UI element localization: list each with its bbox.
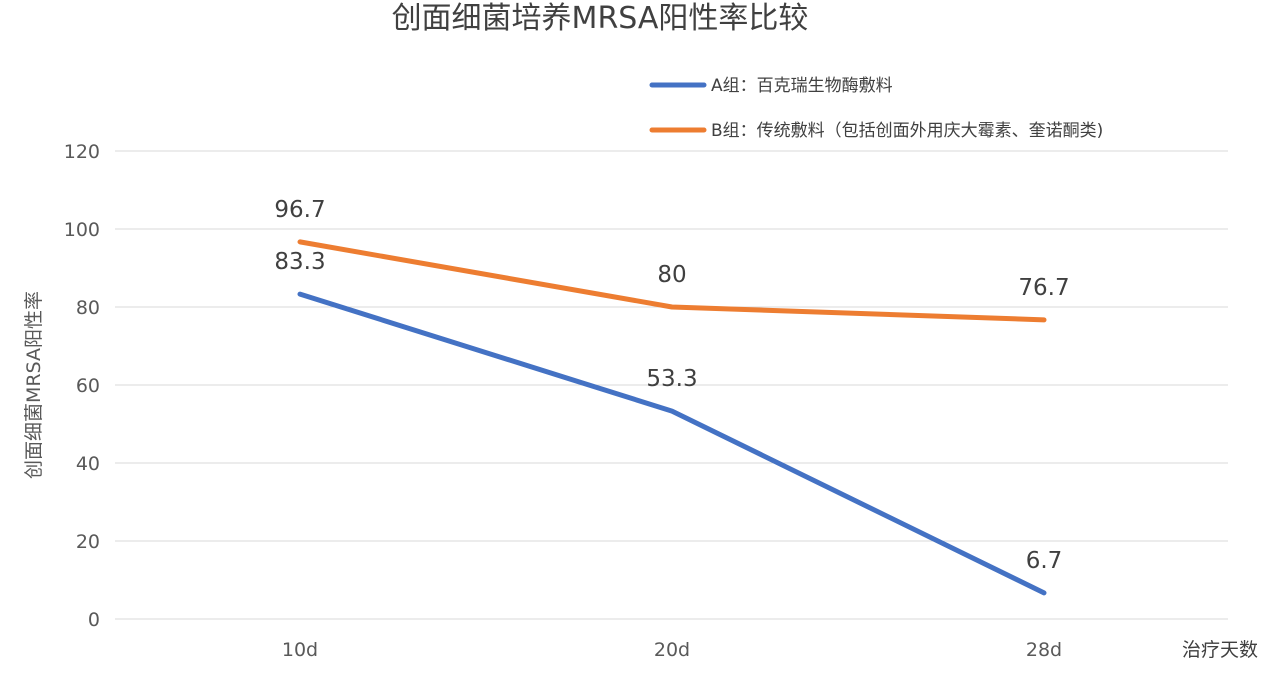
x-axis-ticks: 10d 20d 28d [282,639,1062,661]
data-label-b-10d: 96.7 [274,197,325,223]
data-label-a-10d: 83.3 [274,249,325,275]
data-labels: 83.3 53.3 6.7 96.7 80 76.7 [274,197,1069,574]
y-tick-label-120: 120 [64,141,100,163]
x-tick-label-28d: 28d [1026,639,1062,661]
legend-label-a: A组：百克瑞生物酶敷料 [711,76,893,96]
series-line-a [297,291,1047,596]
y-tick-label-80: 80 [76,297,100,319]
y-tick-label-60: 60 [76,375,100,397]
y-axis-label: 创面细菌MRSA阳性率 [23,291,45,479]
legend-item-b: B组：传统敷料（包括创面外用庆大霉素、奎诺酮类) [649,121,1103,141]
x-axis-title: 治疗天数 [1182,639,1258,661]
data-label-a-20d: 53.3 [646,366,697,392]
y-tick-label-100: 100 [64,219,100,241]
x-tick-label-10d: 10d [282,639,318,661]
y-tick-label-40: 40 [76,453,100,475]
y-tick-label-0: 0 [88,609,100,631]
data-label-b-20d: 80 [657,262,686,288]
legend-label-b: B组：传统敷料（包括创面外用庆大霉素、奎诺酮类) [711,121,1103,141]
data-label-b-28d: 76.7 [1018,275,1069,301]
series-lines [297,239,1047,596]
y-tick-label-20: 20 [76,531,100,553]
y-axis-ticks: 0 20 40 60 80 100 120 [64,141,100,631]
gridlines [115,150,1228,620]
legend: A组：百克瑞生物酶敷料 B组：传统敷料（包括创面外用庆大霉素、奎诺酮类) [649,76,1103,141]
legend-item-a: A组：百克瑞生物酶敷料 [649,76,893,96]
chart-title: 创面细菌培养MRSA阳性率比较 [392,1,809,36]
series-line-b [297,239,1047,323]
x-tick-label-20d: 20d [654,639,690,661]
data-label-a-28d: 6.7 [1026,548,1063,574]
